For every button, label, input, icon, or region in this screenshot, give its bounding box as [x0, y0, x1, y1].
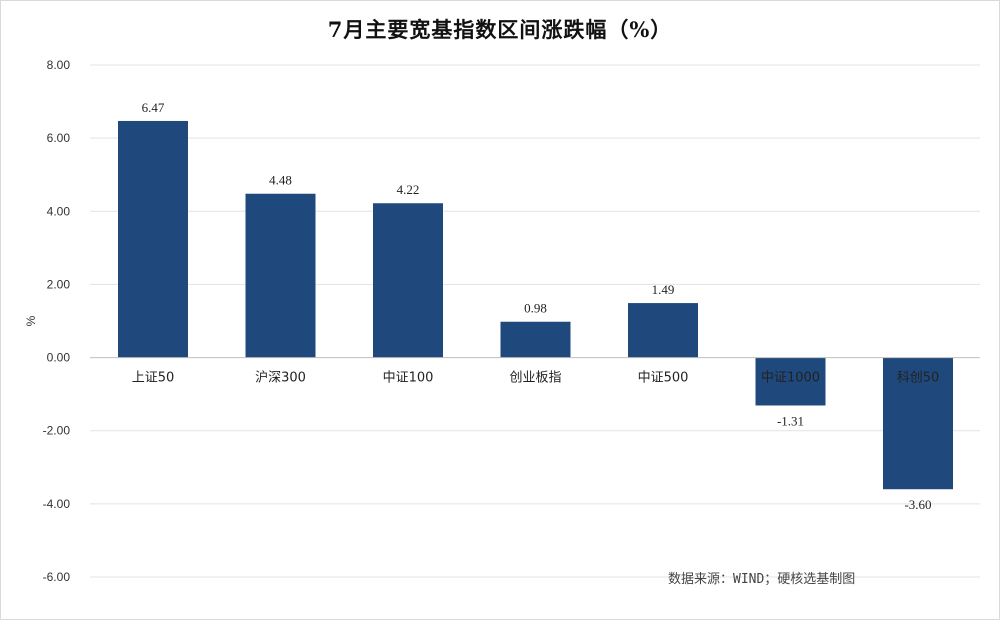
category-label: 科创50 [897, 371, 940, 386]
y-tick-label: 8.00 [47, 58, 71, 72]
y-tick-label: 0.00 [47, 351, 71, 365]
y-tick-label: -2.00 [43, 424, 71, 438]
bar [628, 303, 698, 358]
category-label: 中证100 [383, 371, 434, 386]
value-label: -3.60 [904, 497, 931, 512]
bar [118, 120, 188, 358]
y-tick-label: 2.00 [47, 277, 71, 291]
value-label: 0.98 [524, 301, 547, 316]
bars [118, 120, 953, 490]
value-label: 6.47 [142, 100, 165, 115]
y-tick-label: 6.00 [47, 131, 71, 145]
bar [500, 321, 571, 358]
y-tick-label: -4.00 [43, 497, 71, 511]
value-labels: 6.47 4.48 4.22 0.98 1.49 -1.31 -3.60 [142, 100, 932, 512]
chart-title: 7月主要宽基指数区间涨跌幅（%） [327, 17, 673, 42]
category-label: 沪深300 [255, 370, 306, 386]
value-label: 1.49 [652, 282, 675, 297]
gridlines [90, 64, 980, 578]
category-labels: 上证50 沪深300 中证100 创业板指 中证500 中证1000 科创50 [132, 370, 940, 386]
y-axis-label: % [24, 315, 38, 326]
value-label: 4.48 [269, 173, 292, 188]
y-tick-label: -6.00 [43, 570, 71, 584]
y-axis-ticks: 8.00 6.00 4.00 2.00 0.00 -2.00 -4.00 -6.00 [43, 58, 71, 584]
category-label: 创业板指 [509, 371, 561, 386]
category-label: 上证50 [132, 371, 175, 386]
category-label: 中证1000 [761, 371, 820, 386]
value-label: 4.22 [397, 182, 420, 197]
source-note: 数据来源：WIND；硬核选基制图 [668, 572, 856, 587]
bar [373, 203, 443, 358]
bar [883, 357, 953, 490]
bar [245, 193, 316, 358]
value-label: -1.31 [777, 413, 804, 428]
bar [755, 357, 826, 406]
category-label: 中证500 [638, 371, 689, 386]
y-tick-label: 4.00 [47, 204, 71, 218]
